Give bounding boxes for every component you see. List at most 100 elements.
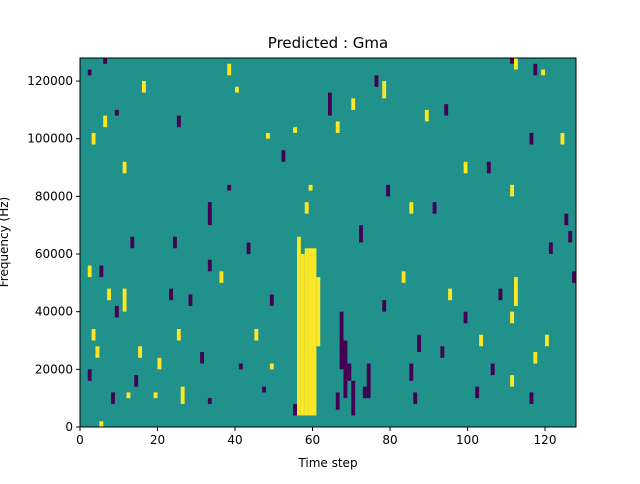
heatmap-cell-67: [548, 242, 553, 255]
heatmap-cell-59: [486, 161, 491, 174]
x-axis-label: Time step: [297, 456, 357, 470]
heatmap-cell-79: [529, 392, 534, 404]
heatmap-cell-97: [87, 369, 92, 381]
heatmap-cell-82: [382, 300, 387, 312]
heatmap-cell-96: [91, 328, 96, 341]
heatmap-cell-50: [293, 127, 298, 133]
heatmap-cell-7: [308, 184, 313, 191]
heatmap-cell-88: [541, 69, 546, 76]
heatmap-cell-100: [188, 294, 193, 306]
x-tick-label-0: 0: [76, 433, 84, 447]
y-tick-label-6: 120000: [27, 74, 73, 88]
heatmap-cell-84: [448, 288, 453, 301]
heatmap-cell-95: [107, 288, 112, 301]
heatmap-cell-37: [207, 202, 212, 226]
heatmap-cell-80: [533, 352, 538, 364]
heatmap-cell-11: [351, 380, 356, 416]
heatmap-cell-60: [510, 184, 515, 197]
heatmap-cell-44: [87, 69, 92, 76]
chart-title: Predicted : Gma: [268, 34, 388, 52]
heatmap-cell-12: [335, 392, 340, 410]
heatmap-cell-28: [262, 386, 267, 393]
heatmap-cell-73: [440, 346, 445, 358]
y-tick-label-0: 0: [65, 420, 73, 434]
heatmap-cell-78: [510, 375, 515, 387]
heatmap-cell-68: [514, 277, 518, 306]
heatmap-cell-19: [111, 392, 115, 404]
heatmap-cell-17: [103, 58, 108, 64]
heatmap-cell-33: [122, 288, 127, 312]
heatmap-cell-42: [176, 115, 181, 128]
heatmap-cell-54: [359, 225, 363, 243]
heatmap-cell-61: [529, 132, 534, 145]
heatmap-cell-101: [207, 259, 212, 272]
heatmap-cell-13: [366, 363, 371, 399]
heatmap-cell-26: [269, 363, 274, 370]
heatmap-cell-72: [463, 311, 468, 324]
heatmap-cell-18: [95, 346, 100, 358]
x-tick-label-5: 100: [456, 433, 479, 447]
heatmap-cell-45: [91, 132, 96, 145]
heatmap-cell-15: [293, 403, 298, 416]
heatmap-cell-22: [153, 392, 158, 399]
heatmap-cell-48: [266, 132, 270, 139]
heatmap-cell-14: [362, 386, 367, 399]
heatmap-cell-99: [157, 357, 162, 370]
y-tick-label-4: 80000: [35, 189, 73, 203]
heatmap-cell-94: [99, 265, 104, 278]
heatmap-cell-69: [510, 311, 515, 324]
heatmap-cell-89: [444, 104, 449, 116]
heatmap-cell-103: [269, 294, 274, 306]
heatmap-cell-3: [308, 248, 313, 416]
heatmap-cell-40: [227, 63, 232, 76]
heatmap-cell-24: [207, 398, 212, 404]
heatmap-cells: [87, 58, 577, 427]
heatmap-cell-98: [138, 346, 143, 358]
heatmap-cell-83: [401, 271, 406, 283]
heatmap-cell-92: [374, 75, 379, 87]
heatmap-cell-25: [238, 363, 243, 370]
heatmap-cell-57: [432, 202, 437, 214]
heatmap-cell-30: [200, 352, 205, 364]
heatmap-cell-2: [304, 248, 309, 416]
heatmap-cell-9: [343, 340, 348, 399]
heatmap-cell-91: [382, 81, 387, 99]
heatmap-cell-35: [130, 236, 135, 249]
y-tick-label-3: 60000: [35, 247, 73, 261]
heatmap-cell-32: [169, 288, 174, 301]
heatmap-cell-49: [281, 150, 286, 162]
x-tick-label-1: 20: [150, 433, 165, 447]
heatmap-cell-8: [339, 311, 344, 370]
heatmap-cell-90: [424, 109, 429, 122]
heatmap-cell-65: [572, 271, 577, 283]
heatmap-cell-41: [142, 81, 146, 93]
x-tick-label-3: 60: [305, 433, 320, 447]
heatmap-cell-29: [176, 328, 181, 341]
y-axis-ticks: 0 20000 40000 60000 80000 100000 120000: [27, 74, 80, 434]
heatmap-cell-55: [386, 184, 391, 197]
heatmap-cell-52: [335, 121, 340, 133]
x-tick-label-6: 120: [534, 433, 557, 447]
heatmap-cell-58: [463, 161, 468, 174]
heatmap-cell-0: [297, 236, 301, 416]
heatmap-cell-75: [409, 363, 414, 381]
heatmap-cell-31: [219, 271, 224, 283]
heatmap-cell-36: [173, 236, 177, 249]
x-tick-label-2: 40: [227, 433, 242, 447]
heatmap-cell-6: [304, 202, 309, 214]
heatmap-cell-39: [235, 86, 239, 93]
heatmap-cell-43: [103, 115, 108, 128]
heatmap-cell-81: [490, 363, 495, 376]
heatmap-cell-70: [498, 288, 503, 301]
heatmap-cell-16: [99, 421, 104, 427]
y-axis-label: Frequency (Hz): [0, 197, 11, 288]
heatmap-cell-63: [564, 213, 569, 226]
heatmap-cell-10: [347, 363, 352, 381]
heatmap-cell-47: [122, 161, 127, 174]
y-tick-label-5: 100000: [27, 132, 73, 146]
x-axis-ticks: 0 20 40 60 80 100 120: [76, 427, 556, 447]
heatmap-cell-56: [409, 202, 414, 214]
heatmap-cell-64: [568, 230, 573, 243]
heatmap-cell-62: [560, 132, 565, 145]
